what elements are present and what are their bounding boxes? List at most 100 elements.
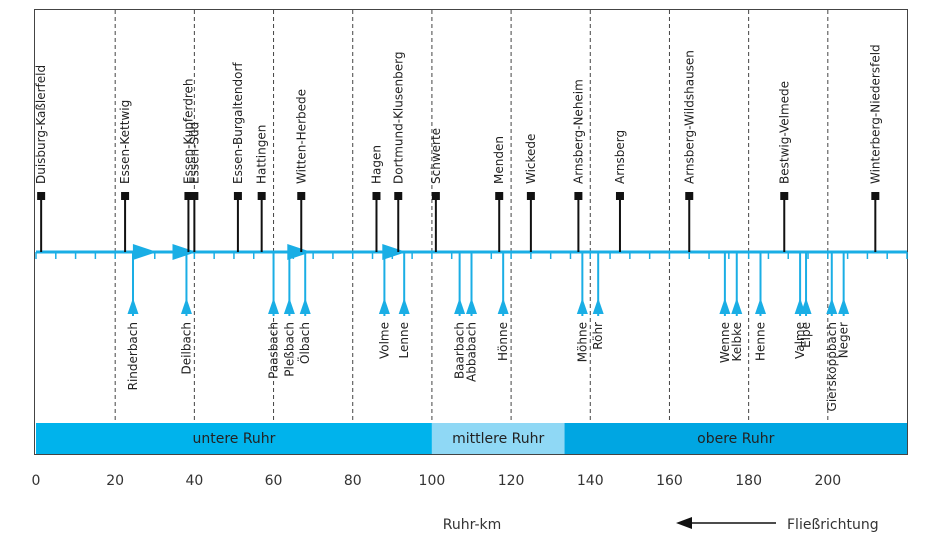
tributary: Neger — [837, 252, 851, 358]
gauge-station: Menden — [492, 136, 506, 252]
segment: mittlere Ruhr — [431, 423, 565, 454]
gauge-marker — [372, 192, 381, 200]
gauge-station: Witten-Herbede — [294, 89, 308, 252]
tributary: Valme — [793, 252, 807, 359]
tributary-arrow — [127, 298, 139, 314]
gauge-label: Essen-Kettwig — [118, 100, 132, 184]
tributary-arrow — [838, 298, 850, 314]
tributary: Elpe — [799, 252, 813, 348]
axis-tick-label: 0 — [32, 473, 41, 489]
tributary-arrow — [180, 298, 192, 314]
gauge-station: Bestwig-Velmede — [777, 81, 791, 252]
flow-arrow-marker — [287, 244, 312, 260]
gauge-station: Winterberg-Niedersfeld — [868, 44, 882, 252]
gauge-marker — [495, 192, 504, 200]
segment-bar — [431, 423, 565, 454]
tributary-label: Paasbach — [267, 322, 281, 379]
tributary-arrow — [755, 298, 767, 314]
gauge-label: Arnsberg-Neheim — [571, 79, 585, 184]
tributary-arrow — [800, 298, 812, 314]
tributary: Henne — [754, 252, 768, 361]
gauge-label: Arnsberg — [613, 130, 627, 184]
axis-tick-label: 140 — [577, 473, 604, 489]
tributary-arrow — [283, 298, 295, 314]
gauge-marker — [190, 192, 199, 200]
tributary-arrow — [398, 298, 410, 314]
gauge-marker — [184, 192, 193, 200]
gauge-station: Essen-Burgaltendorf — [231, 62, 245, 252]
tributary-label: Abbabach — [465, 322, 479, 382]
tributary-label: Neger — [837, 322, 851, 358]
axis-tick-label: 200 — [814, 473, 841, 489]
tributary: Pleßbach — [282, 252, 296, 377]
gauge-station: Essen-Süd — [187, 122, 201, 252]
tributary: Lenne — [397, 252, 411, 358]
tributary-label: Lenne — [397, 322, 411, 358]
tributary-label: Pleßbach — [282, 322, 296, 377]
gauge-label: Essen-Burgaltendorf — [231, 62, 245, 184]
tributary: Paasbach — [267, 252, 281, 379]
axis-tick-label: 160 — [656, 473, 683, 489]
gauge-marker — [121, 192, 130, 200]
axis-tick-label: 60 — [265, 473, 283, 489]
tributary-label: Röhr — [591, 322, 605, 350]
gauge-label: Wickede — [524, 134, 538, 184]
gauge-marker — [37, 192, 46, 200]
axis-tick-label: 40 — [185, 473, 203, 489]
gauge-marker — [780, 192, 789, 200]
gauge-marker — [233, 192, 242, 200]
gauge-label: Witten-Herbede — [294, 89, 308, 184]
tributary-label: Ölbach — [296, 322, 312, 364]
gauge-label: Bestwig-Velmede — [777, 81, 791, 184]
tributary-label: Volme — [377, 322, 391, 359]
gauge-stations: Duisburg-Kaßlerfeld Essen-Kettwig Essen-Ku… — [34, 44, 882, 252]
grid-lines — [114, 10, 829, 423]
tributary: Ölbach — [296, 252, 312, 364]
gauge-station: Hattingen — [255, 125, 269, 252]
tributary: Volme — [377, 252, 391, 359]
axis-tick-label: 80 — [344, 473, 362, 489]
x-axis: 0 20 40 60 80 100 120 140 160 180 200 — [32, 473, 842, 489]
gauge-marker — [394, 192, 403, 200]
gauge-station: Essen-Kupferdreh — [181, 78, 195, 252]
axis-tick-label: 20 — [106, 473, 124, 489]
gauge-station: Arnsberg-Wildshausen — [682, 50, 696, 252]
segment-label: mittlere Ruhr — [452, 431, 544, 447]
tributary-arrow — [268, 298, 280, 314]
tributary-label: Elpe — [799, 322, 813, 348]
tributary-label: Kelbke — [730, 322, 744, 362]
tributary: Möhne — [575, 252, 589, 362]
segment-label: obere Ruhr — [697, 431, 774, 447]
gauge-label: Menden — [492, 136, 506, 184]
gauge-station: Essen-Kettwig — [118, 100, 132, 252]
tributary: Wenne — [718, 252, 732, 363]
tributary-arrow — [497, 298, 509, 314]
gauge-station: Dortmund-Klusenberg — [391, 52, 405, 252]
flow-direction-legend: Fließrichtung — [676, 517, 879, 533]
gauge-label: Winterberg-Niedersfeld — [868, 44, 882, 184]
tributary-arrow — [826, 298, 838, 314]
segment: untere Ruhr — [36, 423, 432, 454]
tributary-arrow — [719, 298, 731, 314]
gauge-label: Arnsberg-Wildshausen — [682, 50, 696, 184]
tributaries: Rinderbach Deilbach Paasbach Pleßbach Ölbach… — [126, 252, 851, 411]
tributary-arrow — [454, 298, 466, 314]
axis-tick-label: 120 — [498, 473, 525, 489]
tributary-label: Valme — [793, 322, 807, 359]
gauge-station: Duisburg-Kaßlerfeld — [34, 65, 48, 252]
axis-title: Ruhr-km — [443, 517, 502, 533]
gauge-label: Hattingen — [255, 125, 269, 184]
gauge-marker — [431, 192, 440, 200]
flow-direction-label: Fließrichtung — [787, 517, 879, 533]
tributary-arrow — [731, 298, 743, 314]
segment-label: untere Ruhr — [192, 431, 275, 447]
gauge-marker — [615, 192, 624, 200]
tributary-label: Möhne — [575, 322, 589, 362]
tributary-label: Henne — [754, 322, 768, 361]
tributary-label: Deilbach — [179, 322, 193, 374]
gauge-label: Duisburg-Kaßlerfeld — [34, 65, 48, 184]
segment-bar — [564, 423, 907, 454]
frame-group — [34, 9, 908, 455]
tributary-arrow — [299, 298, 311, 314]
gauge-marker — [297, 192, 306, 200]
